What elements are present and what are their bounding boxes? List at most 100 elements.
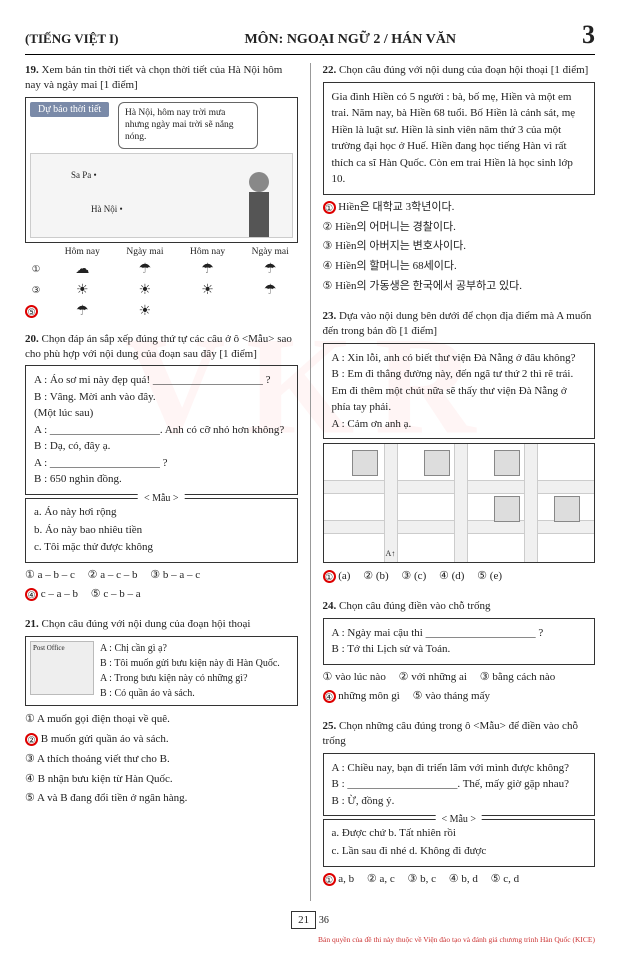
r2c0: ③ (25, 285, 47, 296)
q21-num: 21. (25, 618, 39, 630)
q20-d2: (Một lúc sau) (34, 405, 289, 422)
q20-answer-circle: ④ (25, 588, 38, 601)
q20-d0: A : Áo sơ mi này đẹp quá! ______________… (34, 372, 289, 389)
q24-o3: ③ bằng cách nào (480, 668, 556, 688)
q20-d5: A : ____________________ ? (34, 455, 289, 472)
q19-map: Sa Pa • Hà Nội • (30, 153, 293, 238)
q23-o5: ⑤ (e) (477, 567, 502, 587)
road-v1 (384, 444, 398, 562)
copyright: Bản quyền của đề thi này thuộc về Viện đ… (25, 935, 595, 944)
r3c0-answer: ⑤ (25, 305, 38, 318)
q19-weather-grid: Hôm nay Ngày mai Hôm nay Ngày mai ①☁☂☂☂ … (25, 247, 298, 320)
q22-num: 22. (323, 64, 337, 76)
q23-d1: B : Em đi thẳng đường này, đến ngã tư th… (332, 366, 587, 416)
q25-text: Chọn những câu đúng trong ô <Mẫu> để điề… (323, 720, 578, 747)
q25-mau: < Mẫu > a. Được chứ b. Tất nhiên rồi c. … (323, 819, 596, 866)
q22-o3: ③ Hiền의 아버지는 변호사이다. (323, 237, 596, 257)
q22-o2: ② Hiền의 어머니는 경찰이다. (323, 218, 596, 238)
q19-num: 19. (25, 64, 39, 76)
r2c1: ☀ (55, 282, 110, 299)
q24-d0: A : Ngày mai cậu thi ___________________… (332, 625, 587, 642)
q22-answer-circle: ① (323, 201, 336, 214)
r1c0: ① (25, 264, 47, 275)
road-v2 (454, 444, 468, 562)
r1c2: ☂ (118, 261, 173, 278)
q24-d1: B : Tớ thi Lịch sử và Toán. (332, 641, 587, 658)
r2c2: ☀ (118, 282, 173, 299)
r3c1: ☂ (55, 303, 110, 320)
footer: 21 36 (25, 911, 595, 929)
q21-text: Chọn câu đúng với nội dung của đoạn hội … (42, 618, 251, 630)
q19-speech: Hà Nội, hôm nay trời mưa nhưng ngày mai … (118, 102, 258, 149)
question-19: 19. Xem bản tin thời tiết và chọn thời t… (25, 63, 298, 320)
bldg-b (424, 450, 450, 476)
q24-o5: ⑤ vào tháng mấy (413, 687, 490, 707)
q21-answer-circle: ② (25, 733, 38, 746)
question-23: 23. Dựa vào nội dung bên dưới để chọn đị… (323, 309, 596, 587)
right-column: 22. Chọn câu đúng với nội dung của đoạn … (323, 63, 596, 901)
q25-d2: B : Ừ, đồng ý. (332, 793, 587, 810)
total-pages: 36 (319, 915, 329, 926)
content-columns: 19. Xem bản tin thời tiết và chọn thời t… (25, 63, 595, 901)
q23-d2: A : Cảm ơn anh ạ. (332, 416, 587, 433)
q20-mau: < Mẫu > a. Áo này hơi rộng b. Áo này bao… (25, 498, 298, 563)
q20-mau-label: < Mẫu > (138, 491, 185, 507)
q24-num: 24. (323, 600, 337, 612)
q21-o4: ④ B nhận bưu kiện từ Hàn Quốc. (25, 770, 298, 790)
q25-mau-label: < Mẫu > (435, 812, 482, 828)
q20-opts: ① a – b – c ② a – c – b ③ b – a – c ④ c … (25, 566, 298, 606)
q20-o2: ② a – c – b (88, 566, 138, 586)
q25-o2: ② a, c (367, 870, 395, 890)
q22-o5: ⑤ Hiền의 가동생은 한국에서 공부하고 있다. (323, 277, 596, 297)
question-25: 25. Chọn những câu đúng trong ô <Mẫu> để… (323, 719, 596, 889)
r2c4: ☀ (180, 282, 235, 299)
q20-m1: b. Áo này bao nhiêu tiền (34, 522, 289, 540)
q25-m1: c. Lần sau đi nhé d. Không đi được (332, 843, 587, 861)
left-column: 19. Xem bản tin thời tiết và chọn thời t… (25, 63, 298, 901)
q23-map: A↑ (323, 443, 596, 563)
q23-text: Dựa vào nội dung bên dưới để chọn địa đi… (323, 310, 592, 337)
q25-o5: ⑤ c, d (491, 870, 520, 890)
q21-box: Post Office A : Chị cần gì ạ? B : Tôi mu… (25, 636, 298, 706)
q20-o1: ① a – b – c (25, 566, 75, 586)
city-hanoi: Hà Nội • (91, 204, 123, 214)
forecast-label: Dự báo thời tiết (30, 102, 109, 117)
q21-d1: B : Tôi muốn gửi bưu kiện này đi Hàn Quố… (100, 656, 293, 671)
cur-page: 21 (298, 914, 309, 926)
col-h2: Ngày mai (118, 247, 173, 257)
city-sapa: Sa Pa • (71, 170, 97, 180)
q24-o1: ① vào lúc nào (323, 668, 386, 688)
page-box: 21 (291, 911, 316, 929)
q20-dialog: A : Áo sơ mi này đẹp quá! ______________… (25, 365, 298, 495)
question-20: 20. Chọn đáp án sắp xếp đúng thứ tự các … (25, 332, 298, 606)
q21-d2: A : Trong bưu kiện này có những gì? (100, 671, 293, 686)
q20-num: 20. (25, 333, 39, 345)
start-marker: A↑ (386, 549, 396, 558)
q20-d3: A : ____________________. Anh có cỡ nhỏ … (34, 422, 289, 439)
q20-text: Chọn đáp án sắp xếp đúng thứ tự các câu … (25, 333, 292, 360)
q20-o3: ③ b – a – c (150, 566, 200, 586)
q20-m2: c. Tôi mặc thử được không (34, 539, 289, 557)
q25-o4: ④ b, d (449, 870, 478, 890)
q22-o4: ④ Hiền의 할머니는 68세이다. (323, 257, 596, 277)
col-h1: Hôm nay (55, 247, 110, 257)
q25-dialog: A : Chiều nay, bạn đi triển lãm với mình… (323, 753, 596, 817)
q25-opts: ① a, b ② a, c ③ b, c ④ b, d ⑤ c, d (323, 870, 596, 890)
page-header: (TIẾNG VIỆT I) MÔN: NGOẠI NGỮ 2 / HÁN VĂ… (25, 20, 595, 55)
q22-passage: Gia đình Hiền có 5 người : bà, bố mẹ, Hi… (323, 82, 596, 195)
q23-o4: ④ (d) (439, 567, 464, 587)
q21-o1: ① A muốn gọi điện thoại về quê. (25, 710, 298, 730)
q20-d6: B : 650 nghìn đồng. (34, 471, 289, 488)
q23-d0: A : Xin lỗi, anh có biết thư viện Đà Nẵn… (332, 350, 587, 367)
q21-o3: ③ A thích thoảng viết thư cho B. (25, 750, 298, 770)
presenter-icon (234, 167, 284, 237)
postoffice-icon: Post Office (30, 641, 94, 695)
q25-num: 25. (323, 720, 337, 732)
r1c5: ☂ (243, 261, 298, 278)
q23-num: 23. (323, 310, 337, 322)
header-left: (TIẾNG VIỆT I) (25, 31, 118, 47)
q25-answer-circle: ① (323, 873, 336, 886)
col-h4: Ngày mai (243, 247, 298, 257)
r3c2: ☀ (118, 303, 173, 320)
road-v3 (524, 444, 538, 562)
